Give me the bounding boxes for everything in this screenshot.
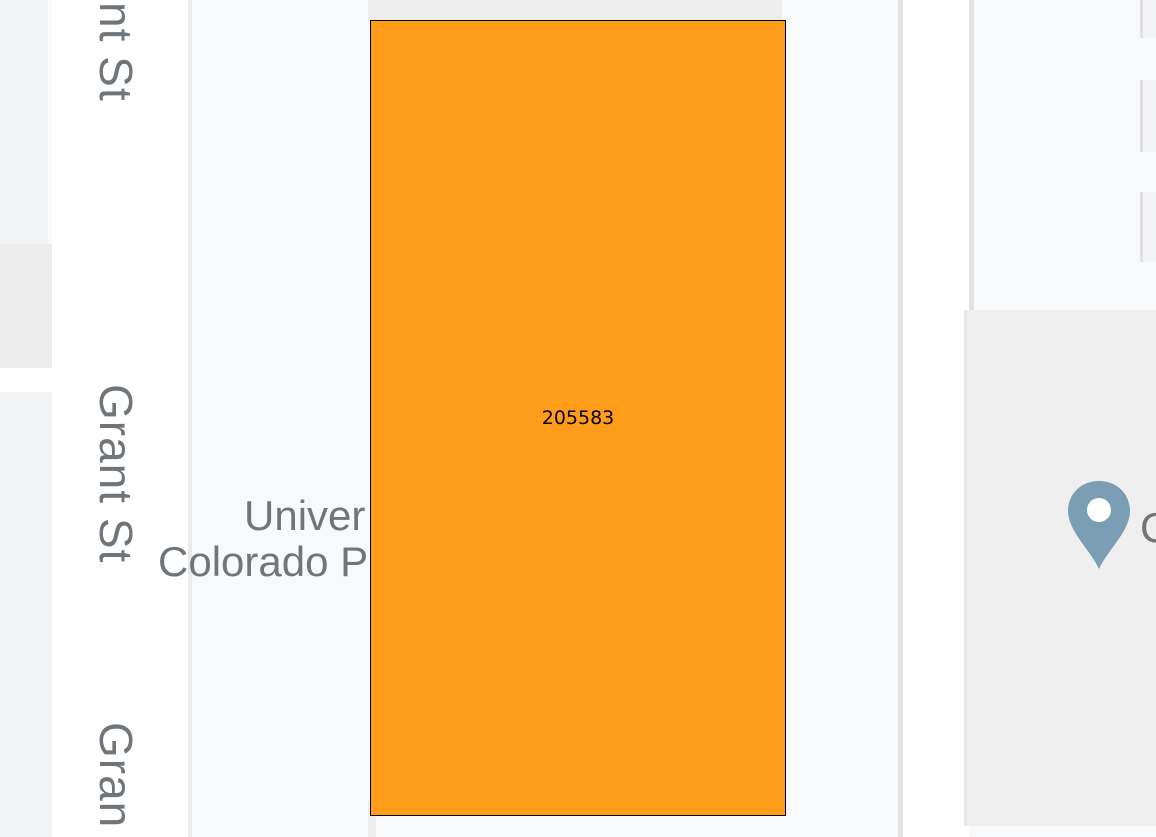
- map-building-stub-3: [1140, 192, 1156, 262]
- map-road-horizontal: [0, 368, 55, 392]
- map-building-stub-1: [1140, 0, 1156, 38]
- poi-label-line2: Colorado P: [158, 538, 369, 585]
- street-label-grant-st-top: nt St: [90, 2, 142, 102]
- pin-label: C: [1140, 504, 1156, 551]
- map-building-behind-parcel: [368, 0, 782, 20]
- map-block-left-mid: [0, 244, 52, 368]
- street-label-grant-st: Grant St: [90, 384, 142, 564]
- map-block-left-bottom: [0, 392, 52, 837]
- map-block-right-bottom: [964, 310, 1156, 826]
- parcel-polygon[interactable]: 205583: [370, 20, 786, 816]
- map-building-stub-2: [1140, 80, 1156, 152]
- map-pin-icon[interactable]: [1066, 479, 1132, 571]
- map-block-right-top: [974, 0, 1156, 310]
- map-road-right: [903, 0, 969, 837]
- poi-label-line1: Univer: [244, 492, 366, 539]
- street-label-grant-st-bottom: Gran: [90, 722, 142, 829]
- map-block-left-top: [0, 0, 48, 244]
- map-road-edge: [188, 0, 192, 837]
- map-divider-right: [969, 0, 974, 310]
- map-road-grant-st: [52, 0, 190, 837]
- map-divider: [898, 0, 903, 837]
- parcel-id-label: 205583: [541, 407, 615, 429]
- map-building-behind-parcel-bottom: [368, 800, 376, 837]
